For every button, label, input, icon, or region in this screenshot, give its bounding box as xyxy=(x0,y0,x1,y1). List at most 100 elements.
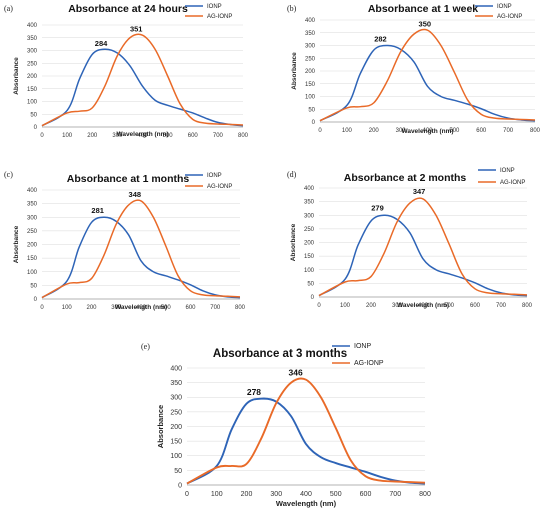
chart-panel-c: (c) 0 50 100 150 200 250 300 350 400 0 100 200 300 40… xyxy=(0,166,275,311)
y-tick-label: 100 xyxy=(304,268,315,274)
x-tick-label: 700 xyxy=(496,303,507,309)
legend-label: IONP xyxy=(354,343,371,350)
x-tick-label: 600 xyxy=(188,133,199,139)
x-tick-label: 0 xyxy=(318,128,322,134)
x-tick-label: 300 xyxy=(270,491,282,498)
chart-panel-b: (b) 0 50 100 150 200 250 300 350 400 0 100 200 300 40… xyxy=(275,0,550,140)
x-tick-label: 700 xyxy=(210,305,221,311)
chart-panel-d: (d) 0 50 100 150 200 250 300 350 400 0 100 200 300 40… xyxy=(275,166,550,311)
chart-title: Absorbance at 2 months xyxy=(344,172,467,184)
y-tick-label: 200 xyxy=(27,74,38,80)
y-tick-label: 0 xyxy=(312,120,316,126)
legend-label: IONP xyxy=(500,168,515,174)
x-tick-label: 100 xyxy=(211,491,223,498)
y-tick-label: 200 xyxy=(170,424,182,431)
chart-title: Absorbance at 3 months xyxy=(213,348,347,360)
chart-panel-a: (a) 0 50 100 150 200 250 300 350 400 0 100 200 300 40… xyxy=(0,0,275,140)
x-tick-label: 500 xyxy=(449,128,460,134)
peak-label: 351 xyxy=(130,24,143,33)
series-line-ionp xyxy=(319,44,536,122)
y-tick-label: 150 xyxy=(27,87,38,93)
x-tick-label: 100 xyxy=(340,303,351,309)
x-axis-title: Wavelength (nm) xyxy=(276,499,337,508)
series-line-ionp xyxy=(318,214,528,297)
y-tick-label: 200 xyxy=(305,69,316,75)
x-tick-label: 0 xyxy=(317,303,321,309)
y-tick-label: 400 xyxy=(305,18,316,24)
peak-label: 350 xyxy=(419,19,432,28)
x-tick-label: 100 xyxy=(342,128,353,134)
panel-label: (d) xyxy=(287,170,297,179)
x-axis-title: Wavelength (nm) xyxy=(397,302,449,309)
x-tick-label: 200 xyxy=(86,305,97,311)
x-tick-label: 600 xyxy=(185,305,196,311)
x-tick-label: 200 xyxy=(366,303,377,309)
series-line-ionp xyxy=(41,216,241,299)
y-tick-label: 300 xyxy=(27,49,38,55)
x-tick-label: 200 xyxy=(241,491,253,498)
chart-title: Absorbance at 1 week xyxy=(368,3,478,15)
peak-label: 284 xyxy=(95,39,108,48)
y-tick-label: 250 xyxy=(305,56,316,62)
y-tick-label: 350 xyxy=(170,380,182,387)
x-tick-label: 400 xyxy=(300,491,312,498)
chart-svg: 0 50 100 150 200 250 300 350 400 0 100 200 300 400 500… xyxy=(291,3,541,135)
peak-label: 348 xyxy=(129,190,142,199)
chart-title: Absorbance at 24 hours xyxy=(68,3,188,15)
x-axis-title: Wavelength (nm) xyxy=(116,131,168,138)
x-tick-label: 100 xyxy=(62,133,73,139)
y-tick-label: 100 xyxy=(27,270,38,276)
x-tick-label: 100 xyxy=(62,305,73,311)
y-tick-label: 250 xyxy=(27,229,38,235)
peak-label: 347 xyxy=(413,187,426,196)
x-tick-label: 200 xyxy=(369,128,380,134)
series-line-ag-ionp xyxy=(41,199,241,299)
x-tick-label: 800 xyxy=(530,128,541,134)
y-tick-label: 400 xyxy=(170,365,182,372)
panel-label: (e) xyxy=(141,342,150,351)
x-tick-label: 500 xyxy=(161,305,172,311)
x-tick-label: 600 xyxy=(360,491,372,498)
x-tick-label: 400 xyxy=(136,305,147,311)
x-tick-label: 0 xyxy=(40,305,44,311)
x-tick-label: 800 xyxy=(235,305,246,311)
y-tick-label: 50 xyxy=(307,281,314,287)
y-tick-label: 200 xyxy=(304,241,315,247)
y-tick-label: 300 xyxy=(27,215,38,221)
y-tick-label: 400 xyxy=(304,186,315,192)
panel-label: (a) xyxy=(4,4,13,13)
y-tick-label: 50 xyxy=(308,107,315,113)
x-tick-label: 400 xyxy=(422,128,433,134)
legend-label: AG-IONP xyxy=(500,180,525,186)
chart-svg: 0 50 100 150 200 250 300 350 400 0 100 200 300 400 500… xyxy=(13,173,246,311)
legend-label: IONP xyxy=(207,173,222,179)
y-tick-label: 350 xyxy=(27,202,38,208)
y-tick-label: 200 xyxy=(27,243,38,249)
legend-label: AG-IONP xyxy=(354,360,384,367)
y-tick-label: 150 xyxy=(27,256,38,262)
y-tick-label: 0 xyxy=(34,297,38,303)
x-axis-title: Wavelength (nm) xyxy=(115,304,167,311)
panel-label: (c) xyxy=(4,170,13,179)
x-tick-label: 700 xyxy=(213,133,224,139)
y-tick-label: 0 xyxy=(311,295,315,301)
x-tick-label: 600 xyxy=(470,303,481,309)
legend-label: IONP xyxy=(207,4,222,10)
y-axis-title: Absorbance xyxy=(13,57,20,95)
y-tick-label: 300 xyxy=(305,44,316,50)
chart-svg: 0 50 100 150 200 250 300 350 400 0 100 200 300 400 500… xyxy=(156,343,431,508)
y-tick-label: 0 xyxy=(34,125,38,131)
y-tick-label: 50 xyxy=(174,468,182,475)
series-line-ag-ionp xyxy=(41,33,244,127)
x-tick-label: 0 xyxy=(40,133,44,139)
y-tick-label: 350 xyxy=(304,200,315,206)
y-tick-label: 50 xyxy=(30,283,37,289)
y-tick-label: 100 xyxy=(27,100,38,106)
y-tick-label: 50 xyxy=(30,112,37,118)
x-tick-label: 800 xyxy=(419,491,431,498)
x-tick-label: 800 xyxy=(522,303,533,309)
peak-label: 279 xyxy=(371,203,384,212)
x-tick-label: 500 xyxy=(444,303,455,309)
peak-label: 278 xyxy=(247,387,261,397)
chart-title: Absorbance at 1 months xyxy=(67,173,190,185)
